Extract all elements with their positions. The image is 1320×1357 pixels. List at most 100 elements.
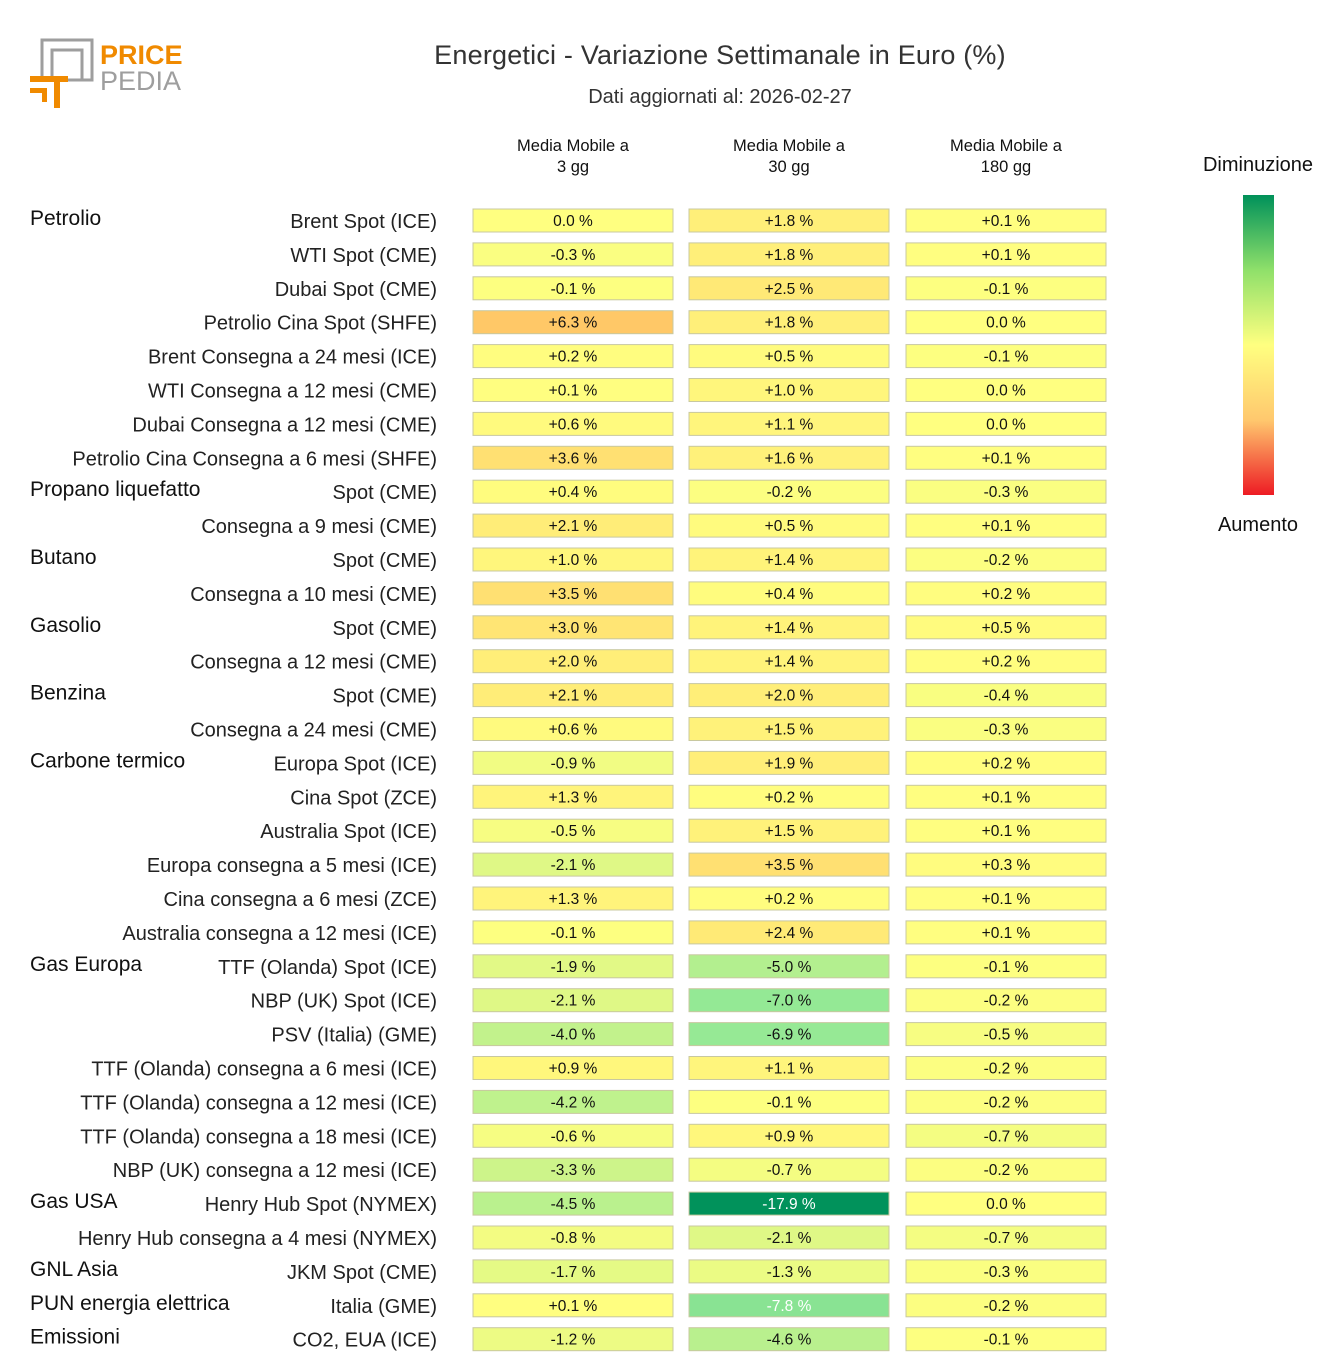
cell-value-label: +1.4 % (765, 552, 814, 569)
heatmap-cell (688, 852, 890, 877)
cell-value-label: +0.2 % (982, 654, 1031, 671)
cell-value-label: -0.2 % (984, 1061, 1029, 1078)
row-label: Henry Hub Spot (NYMEX) (205, 1194, 437, 1216)
row-label: Brent Spot (ICE) (290, 211, 437, 233)
cell-value-label: +6.3 % (549, 315, 598, 332)
heatmap-cell (905, 310, 1107, 335)
heatmap-cell (688, 717, 890, 741)
heatmap-cell (472, 411, 674, 436)
heatmap-cell (688, 1056, 890, 1080)
row-label: JKM Spot (CME) (287, 1262, 437, 1284)
cell-value-label: -5.0 % (767, 959, 812, 976)
cell-value-label: +0.6 % (549, 722, 598, 739)
cell-value-label: -2.1 % (551, 857, 596, 874)
cell-value-label: 0.0 % (553, 213, 593, 230)
heatmap-cell (688, 479, 890, 504)
cell-value-label: +0.1 % (982, 247, 1031, 264)
cell-value-label: +0.1 % (549, 383, 598, 400)
row-label: Europa Spot (ICE) (274, 753, 437, 775)
heatmap-cell (688, 547, 890, 572)
row-label: TTF (Olanda) Spot (ICE) (218, 957, 437, 979)
cell-value-label: +1.6 % (765, 450, 814, 467)
cell-value-label: +1.8 % (765, 315, 814, 332)
cell-value-label: +2.1 % (549, 688, 598, 705)
cell-value-label: +2.0 % (549, 654, 598, 671)
cell-value-label: +0.1 % (549, 1298, 598, 1315)
heatmap-cell (905, 1293, 1107, 1318)
heatmap-cell (688, 1157, 890, 1182)
row-label: Europa consegna a 5 mesi (ICE) (147, 855, 437, 877)
chart-subtitle: Dati aggiornati al: 2026-02-27 (588, 86, 852, 108)
cell-value-label: -0.1 % (984, 959, 1029, 976)
heatmap-cell (688, 513, 890, 538)
row-label: Consegna a 12 mesi (CME) (190, 652, 437, 674)
heatmap-cell (905, 717, 1107, 741)
heatmap-cell (472, 649, 674, 674)
cell-value-label: +0.3 % (982, 857, 1031, 874)
heatmap-cell (905, 242, 1107, 267)
cell-value-label: -17.9 % (762, 1196, 816, 1213)
heatmap-cell (688, 445, 890, 470)
logo-word-price: PRICE (100, 40, 183, 70)
heatmap-cell (688, 310, 890, 335)
cell-value-label: -0.6 % (551, 1128, 596, 1145)
cell-value-label: +2.0 % (765, 688, 814, 705)
heatmap-cell (688, 954, 890, 979)
cell-value-label: +0.1 % (982, 450, 1031, 467)
row-label: Consegna a 9 mesi (CME) (201, 516, 437, 538)
group-label: Gas USA (30, 1190, 118, 1213)
row-label: Dubai Consegna a 12 mesi (CME) (132, 414, 437, 436)
heatmap-cell (905, 1259, 1107, 1284)
row-label: Petrolio Cina Consegna a 6 mesi (SHFE) (72, 448, 437, 470)
row-label: Spot (CME) (333, 482, 437, 504)
heatmap-cell (688, 920, 890, 945)
cell-value-label: -7.0 % (767, 993, 812, 1010)
cell-value-label: +2.1 % (549, 518, 598, 535)
chart-title: Energetici - Variazione Settimanale in E… (434, 40, 1006, 70)
cell-value-label: -0.2 % (984, 1094, 1029, 1111)
row-label: Australia Spot (ICE) (260, 821, 437, 843)
row-label: Consegna a 24 mesi (CME) (190, 720, 437, 742)
cell-value-label: +1.5 % (765, 722, 814, 739)
heatmap-cell (905, 649, 1107, 674)
heatmap-cell (905, 852, 1107, 877)
heatmap-cell (688, 1191, 890, 1216)
heatmap-cell (472, 954, 674, 979)
heatmap-cell (472, 276, 674, 301)
cell-value-label: -0.3 % (984, 484, 1029, 501)
column-header-30gg: Media Mobile a 30 gg (733, 137, 845, 176)
heatmap-cell (688, 988, 890, 1013)
group-label: Carbone termico (30, 749, 185, 772)
heatmap-cell (905, 1056, 1107, 1080)
heatmap-cell (905, 581, 1107, 606)
heatmap-cell (688, 378, 890, 402)
heatmap-cell (905, 988, 1107, 1013)
column-header-180gg: Media Mobile a 180 gg (950, 137, 1062, 176)
heatmap-cell (905, 513, 1107, 538)
heatmap-cell (905, 886, 1107, 911)
cell-value-label: +0.1 % (982, 823, 1031, 840)
heatmap-cell (472, 208, 674, 233)
heatmap-cell (472, 818, 674, 843)
row-label: Spot (CME) (333, 686, 437, 708)
row-label: Spot (CME) (333, 618, 437, 640)
heatmap-cell (905, 1157, 1107, 1182)
cell-value-label: +0.2 % (982, 755, 1031, 772)
cell-value-label: +1.9 % (765, 755, 814, 772)
cell-value-label: -0.7 % (984, 1128, 1029, 1145)
cell-value-label: +3.0 % (549, 620, 598, 637)
heatmap-cell (688, 649, 890, 674)
legend-colorbar (1243, 195, 1274, 495)
cell-value-label: -0.2 % (767, 484, 812, 501)
heatmap-cell (905, 1191, 1107, 1216)
heatmap-cell (688, 1089, 890, 1114)
heatmap-cell (688, 615, 890, 640)
cell-value-label: +1.4 % (765, 654, 814, 671)
cell-value-label: +3.5 % (549, 586, 598, 603)
row-label: TTF (Olanda) consegna a 18 mesi (ICE) (80, 1126, 437, 1148)
cell-value-label: +0.4 % (549, 484, 598, 501)
heatmap-cell (905, 547, 1107, 572)
row-label: Italia (GME) (330, 1296, 437, 1318)
cell-value-label: -0.1 % (551, 281, 596, 298)
row-label: Petrolio Cina Spot (SHFE) (204, 313, 437, 335)
